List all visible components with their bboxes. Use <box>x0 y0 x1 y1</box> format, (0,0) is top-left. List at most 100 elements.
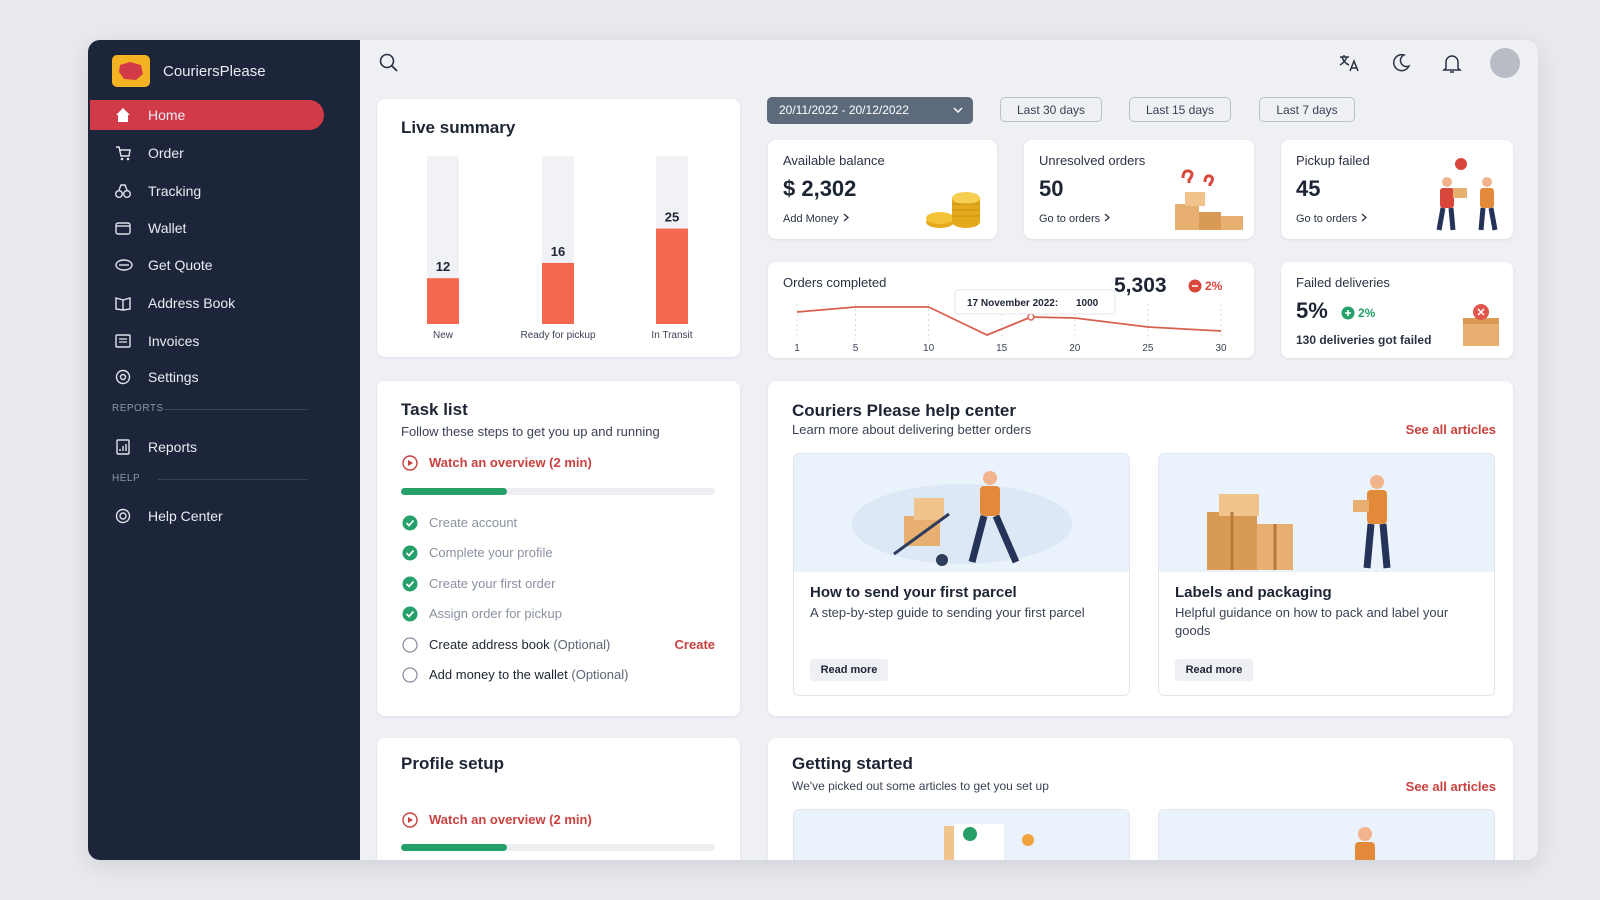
nav-label: Home <box>148 107 186 123</box>
article-card[interactable] <box>1158 809 1495 860</box>
nav-item[interactable]: Settings <box>88 362 360 392</box>
card-subtitle: Follow these steps to get you up and run… <box>401 424 660 439</box>
theme-icon[interactable] <box>1390 52 1412 74</box>
progress-bar <box>401 844 715 851</box>
nav-item[interactable]: Tracking <box>88 176 360 206</box>
notifications-icon[interactable] <box>1441 52 1463 74</box>
x-tick-label: 20 <box>1069 343 1081 354</box>
x-tick-label: 15 <box>996 343 1008 354</box>
stat-link-text[interactable]: Go to orders <box>1039 213 1101 225</box>
filter-button[interactable]: Last 30 days <box>1000 97 1102 122</box>
see-all-link[interactable]: See all articles <box>1405 422 1496 437</box>
delivery-illustration <box>852 471 1072 566</box>
stat-card: Available balance $ 2,302 Add Money <box>768 140 997 239</box>
bar-value-label: 25 <box>665 210 679 225</box>
dropdown-arrow <box>953 107 963 114</box>
see-all-link[interactable]: See all articles <box>1405 779 1496 794</box>
live-summary-card: Live summary 12 New 16 Ready for pickup 25 In… <box>377 99 740 357</box>
search-icon[interactable] <box>379 53 399 73</box>
stat-value: $ 2,302 <box>783 176 857 201</box>
card-subtitle: We've picked out some articles to get yo… <box>792 779 1049 793</box>
progress-bar <box>401 488 715 495</box>
nav-item[interactable]: Reports <box>88 432 360 462</box>
article-card[interactable] <box>793 809 1130 860</box>
check-mark <box>405 580 415 588</box>
packaging-illustration <box>1207 475 1391 570</box>
bar-value-label: 12 <box>436 259 450 274</box>
check-mark <box>405 611 415 618</box>
stat-link-text[interactable]: Add Money <box>783 213 839 225</box>
card-title: Getting started <box>792 754 913 773</box>
nav-item[interactable]: Address Book <box>88 288 360 318</box>
checklist-illustration <box>944 824 1034 860</box>
task-label: Create address book (Optional) <box>429 636 611 652</box>
x-tick-label: 10 <box>923 343 935 354</box>
filter-button[interactable]: Last 7 days <box>1259 97 1355 122</box>
article-description: Helpful guidance on how to pack and labe… <box>1175 605 1449 638</box>
orders-total: 5,303 <box>1114 274 1167 297</box>
x-tick-label: Ready for pickup <box>520 330 595 341</box>
nav-item[interactable]: Home <box>88 100 360 130</box>
task-action[interactable]: Create <box>674 636 715 652</box>
getting-started-card: Getting started We've picked out some ar… <box>768 738 1513 860</box>
article-description: A step-by-step guide to sending your fir… <box>810 605 1085 620</box>
nav-icon <box>115 334 131 348</box>
bar <box>542 262 574 324</box>
stat-label: Failed deliveries <box>1296 275 1390 290</box>
nav-icon <box>116 439 130 455</box>
bar-chart: 12 New 16 Ready for pickup 25 In Transit <box>427 156 693 341</box>
stat-link[interactable]: Go to orders <box>1039 213 1111 225</box>
task-item: Create account <box>401 513 715 533</box>
brand-logo <box>112 55 150 87</box>
stat-note: 130 deliveries got failed <box>1296 333 1432 347</box>
tooltip-label: 17 November 2022: <box>967 298 1058 309</box>
task-note: (Optional) <box>553 636 611 652</box>
task-status-icon <box>402 636 418 653</box>
nav-label: Get Quote <box>148 257 213 273</box>
tooltip-value: 1000 <box>1076 298 1099 309</box>
avatar[interactable] <box>1489 47 1521 79</box>
read-more-button[interactable]: Read more <box>1175 659 1253 681</box>
task-label: Create account <box>429 515 518 530</box>
nav-item[interactable]: Wallet <box>88 213 360 243</box>
card-title: Profile setup <box>401 754 504 773</box>
video-link[interactable]: Watch an overview (2 min) <box>429 455 592 470</box>
task-list-card: Task list Follow these steps to get you … <box>377 381 740 716</box>
stat-link[interactable]: Go to orders <box>1296 213 1368 225</box>
orders-completed-card: Orders completed 5,303 2% 1 5 10 15 20 25 30 17… <box>768 262 1254 358</box>
task-item: Assign order for pickup <box>401 604 715 624</box>
date-range-picker[interactable]: 20/11/2022 - 20/12/2022 <box>767 97 973 124</box>
check-circle <box>402 515 418 531</box>
sidebar: CouriersPlease Home Order Tracking Walle… <box>88 40 360 860</box>
article-card[interactable]: How to send your first parcel A step-by-… <box>793 453 1130 696</box>
article-card[interactable]: Labels and packaging Helpful guidance on… <box>1158 453 1495 696</box>
read-more-button[interactable]: Read more <box>810 659 888 681</box>
nav-item[interactable]: Help Center <box>88 501 360 531</box>
nav-item[interactable]: Invoices <box>88 326 360 356</box>
help-center-card: Couriers Please help center Learn more a… <box>768 381 1513 716</box>
x-tick-label: 5 <box>853 343 859 354</box>
filter-button[interactable]: Last 15 days <box>1129 97 1231 122</box>
play-icon <box>402 455 418 471</box>
video-link[interactable]: Watch an overview (2 min) <box>429 812 592 827</box>
progress-fill <box>401 488 507 495</box>
stat-link[interactable]: Add Money <box>783 213 850 225</box>
nav-label: Tracking <box>148 183 202 199</box>
task-status-icon <box>402 576 418 592</box>
check-mark <box>405 519 415 527</box>
task-status-icon <box>402 545 418 561</box>
stat-value: 50 <box>1039 176 1064 201</box>
nav-label: Invoices <box>148 333 200 349</box>
nav-icon <box>115 222 131 235</box>
nav-item[interactable]: Order <box>88 138 360 168</box>
x-tick-label: New <box>433 330 454 341</box>
stat-link-text[interactable]: Go to orders <box>1296 213 1358 225</box>
nav-item[interactable]: Get Quote <box>88 250 360 280</box>
translate-icon[interactable] <box>1338 52 1360 74</box>
nav-icon <box>115 369 131 385</box>
nav-icon <box>115 508 131 524</box>
task-label: Add money to the wallet (Optional) <box>429 667 629 682</box>
nav-label: Help Center <box>148 508 223 524</box>
nav-section-heading: REPORTS <box>112 403 164 414</box>
